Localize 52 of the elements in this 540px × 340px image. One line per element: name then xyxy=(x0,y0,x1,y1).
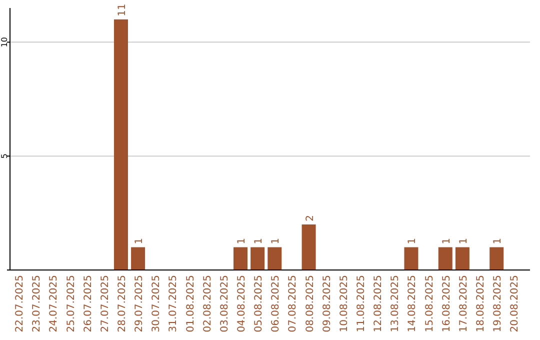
x-tick-label: 25.07.2025 xyxy=(66,275,77,332)
x-tick-label: 17.08.2025 xyxy=(458,275,470,332)
x-tick-label: 04.08.2025 xyxy=(236,275,248,332)
x-tick-label: 09.08.2025 xyxy=(322,275,333,332)
bar xyxy=(233,247,248,270)
y-tick-label: 10 xyxy=(0,37,9,48)
bar xyxy=(438,247,452,270)
bar xyxy=(131,247,146,270)
x-tick-label: 02.08.2025 xyxy=(202,275,214,332)
x-tick-label: 10.08.2025 xyxy=(338,275,350,332)
data-label: 1 xyxy=(407,238,418,244)
x-tick-label: 07.08.2025 xyxy=(288,275,299,332)
bar xyxy=(250,247,265,270)
x-tick-label: 13.08.2025 xyxy=(390,275,402,332)
data-label: 1 xyxy=(458,238,470,244)
x-tick-label: 15.08.2025 xyxy=(424,275,436,332)
x-tick-label: 08.08.2025 xyxy=(304,275,316,332)
data-label: 1 xyxy=(270,238,282,244)
y-tick-label: 5 xyxy=(0,154,9,159)
x-tick-label: 19.08.2025 xyxy=(492,275,504,332)
data-label: 1 xyxy=(236,238,248,244)
x-tick-label: 28.07.2025 xyxy=(116,275,128,332)
x-tick-label: 22.07.2025 xyxy=(14,275,26,332)
data-label: 1 xyxy=(441,238,452,244)
x-tick-label: 31.07.2025 xyxy=(168,275,180,332)
x-tick-label: 20.08.2025 xyxy=(510,275,521,332)
x-tick-label: 11.08.2025 xyxy=(356,275,368,332)
bar xyxy=(114,19,128,270)
data-label: 2 xyxy=(304,215,316,222)
x-tick-label: 23.07.2025 xyxy=(32,275,43,332)
x-tick-label: 29.07.2025 xyxy=(134,275,146,332)
data-label: 1 xyxy=(492,238,504,244)
bar xyxy=(490,247,504,270)
x-tick-label: 05.08.2025 xyxy=(254,275,265,332)
bar xyxy=(404,247,418,270)
data-label: 1 xyxy=(134,238,146,244)
x-tick-label: 12.08.2025 xyxy=(373,275,384,332)
data-label: 1 xyxy=(254,238,265,244)
bar xyxy=(302,224,316,270)
bar xyxy=(455,247,470,270)
bar xyxy=(268,247,282,270)
data-label: 11 xyxy=(116,4,128,16)
x-tick-label: 16.08.2025 xyxy=(441,275,452,332)
x-tick-label: 18.08.2025 xyxy=(476,275,487,332)
x-tick-label: 24.07.2025 xyxy=(48,275,60,332)
x-tick-label: 26.07.2025 xyxy=(82,275,94,332)
x-tick-label: 30.07.2025 xyxy=(151,275,162,332)
x-tick-label: 14.08.2025 xyxy=(407,275,418,332)
x-tick-label: 03.08.2025 xyxy=(219,275,230,332)
x-tick-label: 06.08.2025 xyxy=(270,275,282,332)
x-tick-label: 01.08.2025 xyxy=(185,275,196,332)
x-tick-label: 27.07.2025 xyxy=(100,275,111,332)
